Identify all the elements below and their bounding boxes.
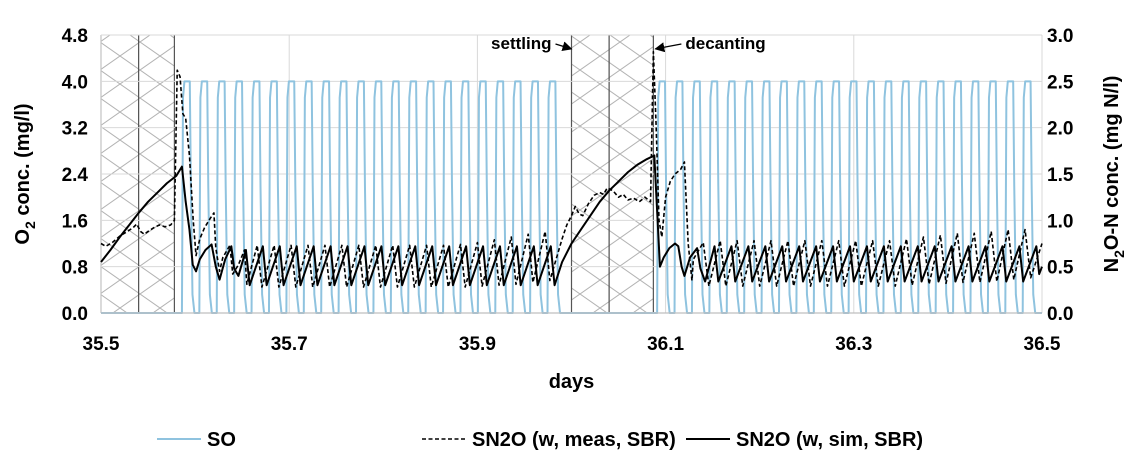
legend-label-sn2o-w-meas-sbr: SN2O (w, meas, SBR) (472, 429, 676, 451)
x-axis-title: days (549, 371, 595, 393)
x-tick-label-3: 36.1 (647, 334, 684, 355)
y-right-axis-title: N2O-N conc. (mg N/l) (1101, 76, 1127, 273)
x-tick-label-4: 36.3 (835, 334, 872, 355)
y-left-axis-title-text: O2 conc. (mg/l) (12, 103, 38, 244)
y-left-tick-label-1: 0.8 (62, 258, 88, 279)
y-left-tick-label-3: 2.4 (62, 165, 89, 186)
series-line-sn2o-w-meas-sbr (100, 50, 1043, 288)
y-left-axis-title-subscript: 2 (22, 221, 38, 229)
y-right-tick-label-1: 0.5 (1047, 258, 1074, 279)
legend-label-so: SO (207, 429, 236, 451)
y-right-tick-label-6: 3.0 (1047, 26, 1073, 47)
x-tick-label-5: 36.5 (1024, 334, 1061, 355)
y-right-axis-title-main: N (1101, 258, 1123, 272)
y-right-tick-label-4: 2.0 (1047, 119, 1073, 140)
x-tick-label-1: 35.7 (271, 334, 308, 355)
x-tick-label-0: 35.5 (83, 334, 120, 355)
y-right-axis-title-rest: O-N conc. (mg N/l) (1101, 76, 1123, 250)
annotation-settling-arrow (555, 41, 573, 52)
legend: SO SN2O (w, meas, SBR) SN2O (w, sim, SBR) (157, 429, 923, 451)
annotations: settling decanting (491, 34, 766, 53)
axes: 35.5 35.7 35.9 36.1 36.3 36.5 0.0 0.8 1.6 2.4 3.2 4… (12, 26, 1127, 393)
y-right-tick-label-0: 0.0 (1047, 304, 1073, 325)
y-left-tick-label-0: 0.0 (62, 304, 88, 325)
y-right-axis-title-text: N2O-N conc. (mg N/l) (1101, 76, 1127, 273)
annotation-decanting-arrow (654, 42, 682, 53)
y-left-tick-label-2: 1.6 (62, 211, 88, 232)
series-line-sn2o-w-sim-sbr (100, 154, 1043, 287)
annotation-decanting-label: decanting (685, 34, 765, 53)
y-left-axis-title: O2 conc. (mg/l) (12, 103, 38, 244)
annotation-settling-label: settling (491, 34, 551, 53)
y-left-tick-label-6: 4.8 (62, 26, 88, 47)
y-right-tick-label-5: 2.5 (1047, 72, 1074, 93)
x-tick-label-2: 35.9 (459, 334, 496, 355)
y-left-tick-label-4: 3.2 (62, 119, 88, 140)
legend-label-sn2o-w-sim-sbr: SN2O (w, sim, SBR) (736, 429, 923, 451)
y-right-axis-title-subscript: 2 (1111, 250, 1127, 258)
y-left-axis-title-main: O (12, 229, 34, 245)
y-right-tick-label-3: 1.5 (1047, 165, 1074, 186)
y-left-tick-label-5: 4.0 (62, 72, 88, 93)
y-right-tick-label-2: 1.0 (1047, 211, 1073, 232)
y-left-axis-title-rest: conc. (mg/l) (12, 103, 34, 221)
